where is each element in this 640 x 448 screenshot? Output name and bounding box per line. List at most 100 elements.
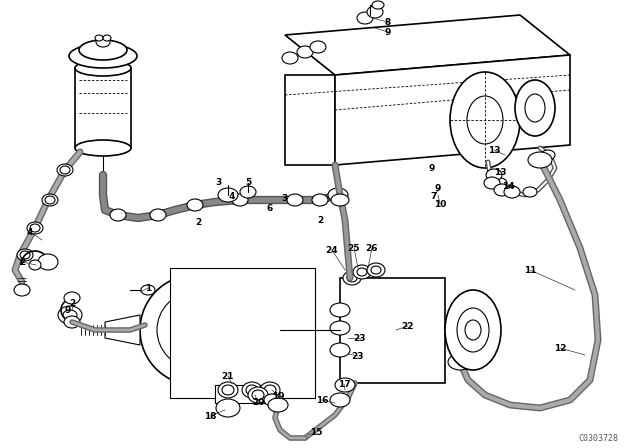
Ellipse shape	[141, 285, 155, 295]
Ellipse shape	[69, 44, 137, 68]
Ellipse shape	[493, 178, 507, 188]
Ellipse shape	[218, 188, 238, 202]
Ellipse shape	[528, 152, 552, 168]
Text: 24: 24	[326, 246, 339, 254]
Text: 3: 3	[215, 177, 221, 186]
Text: 2: 2	[317, 215, 323, 224]
Ellipse shape	[347, 274, 357, 282]
Ellipse shape	[17, 249, 33, 261]
Text: 2: 2	[19, 258, 25, 267]
Text: 3: 3	[281, 194, 287, 202]
Ellipse shape	[268, 398, 288, 412]
Ellipse shape	[75, 140, 131, 156]
Ellipse shape	[367, 6, 383, 18]
Ellipse shape	[504, 186, 520, 198]
Ellipse shape	[60, 166, 70, 174]
Ellipse shape	[335, 378, 355, 392]
Ellipse shape	[330, 343, 350, 357]
Ellipse shape	[357, 268, 367, 276]
Ellipse shape	[157, 292, 233, 368]
Ellipse shape	[20, 251, 30, 259]
Text: 10: 10	[434, 199, 446, 208]
Ellipse shape	[261, 310, 289, 350]
Bar	[215, 385, 275, 403]
Text: 23: 23	[354, 333, 366, 343]
Ellipse shape	[503, 185, 517, 195]
Text: 9: 9	[435, 184, 441, 193]
Ellipse shape	[310, 41, 326, 53]
Ellipse shape	[331, 194, 349, 206]
Ellipse shape	[287, 194, 303, 206]
Ellipse shape	[187, 199, 203, 211]
Text: 12: 12	[554, 344, 566, 353]
Text: 18: 18	[204, 412, 216, 421]
Ellipse shape	[486, 169, 502, 181]
Ellipse shape	[372, 1, 384, 9]
Ellipse shape	[312, 194, 328, 206]
Text: 6: 6	[267, 203, 273, 212]
Ellipse shape	[252, 390, 264, 400]
Ellipse shape	[367, 263, 385, 277]
Text: 22: 22	[402, 322, 414, 331]
Ellipse shape	[218, 382, 238, 398]
Ellipse shape	[29, 260, 41, 270]
Text: 1: 1	[145, 284, 151, 293]
Ellipse shape	[525, 94, 545, 122]
Ellipse shape	[457, 308, 489, 352]
Bar	[170, 268, 315, 398]
Text: 8: 8	[385, 17, 391, 26]
Ellipse shape	[467, 96, 503, 144]
Ellipse shape	[494, 184, 510, 196]
Ellipse shape	[515, 80, 555, 136]
Ellipse shape	[150, 209, 166, 221]
Ellipse shape	[140, 275, 250, 385]
Ellipse shape	[448, 354, 472, 370]
Ellipse shape	[484, 177, 500, 189]
Ellipse shape	[45, 196, 55, 204]
Text: 9: 9	[385, 27, 391, 36]
Ellipse shape	[216, 399, 240, 417]
Ellipse shape	[38, 254, 58, 270]
Ellipse shape	[445, 290, 501, 370]
Ellipse shape	[14, 284, 30, 296]
Ellipse shape	[353, 265, 371, 279]
Ellipse shape	[175, 310, 215, 350]
Ellipse shape	[79, 40, 127, 60]
Ellipse shape	[248, 387, 268, 403]
Ellipse shape	[328, 188, 348, 202]
Ellipse shape	[42, 194, 58, 206]
Ellipse shape	[110, 209, 126, 221]
Ellipse shape	[264, 394, 280, 406]
Ellipse shape	[264, 385, 276, 395]
Text: 17: 17	[338, 379, 350, 388]
Text: 14: 14	[502, 181, 515, 190]
Ellipse shape	[242, 382, 262, 398]
Ellipse shape	[250, 292, 300, 368]
Ellipse shape	[27, 222, 43, 234]
Ellipse shape	[63, 310, 77, 320]
Ellipse shape	[64, 316, 80, 328]
Ellipse shape	[260, 382, 280, 398]
Text: 2: 2	[69, 298, 75, 307]
Text: 21: 21	[221, 371, 234, 380]
Ellipse shape	[541, 150, 555, 160]
Ellipse shape	[465, 320, 481, 340]
Ellipse shape	[57, 164, 73, 176]
Ellipse shape	[75, 60, 131, 76]
Text: 9: 9	[65, 306, 71, 314]
Polygon shape	[335, 55, 570, 165]
Text: 20: 20	[252, 397, 264, 406]
Ellipse shape	[232, 194, 248, 206]
Ellipse shape	[343, 271, 361, 285]
Text: 23: 23	[352, 352, 364, 361]
Ellipse shape	[103, 35, 111, 41]
Ellipse shape	[297, 46, 313, 58]
Text: 4: 4	[27, 228, 33, 237]
Text: 19: 19	[272, 392, 284, 401]
Text: 13: 13	[493, 168, 506, 177]
Text: C0303728: C0303728	[578, 434, 618, 443]
Ellipse shape	[330, 321, 350, 335]
Text: 15: 15	[310, 427, 323, 436]
Ellipse shape	[371, 266, 381, 274]
Text: 25: 25	[348, 244, 360, 253]
